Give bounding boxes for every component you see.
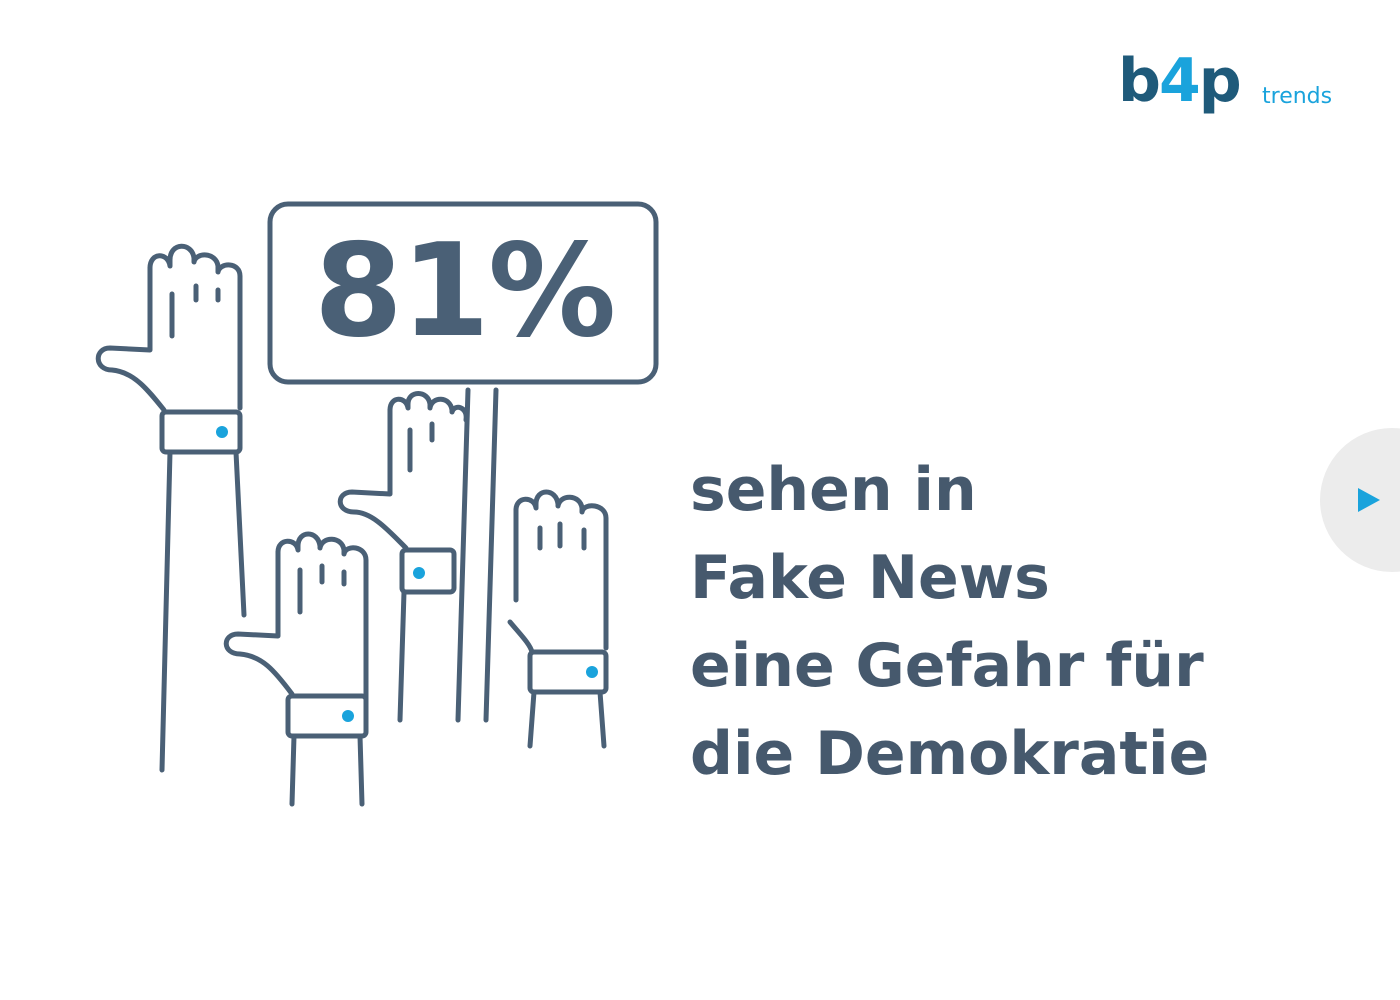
wristband-dot-2 bbox=[413, 567, 425, 579]
statement-line-3: eine Gefahr für bbox=[690, 631, 1204, 701]
logo-subtitle: trends bbox=[1262, 84, 1333, 109]
wristband-dot-1 bbox=[216, 426, 228, 438]
sign-board bbox=[267, 201, 659, 385]
stat-value: 81% bbox=[313, 217, 616, 366]
wristband-dot-3 bbox=[342, 710, 354, 722]
statement-line-2: Fake News bbox=[690, 543, 1050, 613]
brand-logo: b4p trends bbox=[1118, 46, 1348, 130]
sign-pole-right bbox=[483, 387, 499, 723]
hand-4 bbox=[507, 489, 609, 749]
sign-pole-left bbox=[455, 387, 471, 723]
hand-1 bbox=[95, 243, 247, 773]
next-slide-button[interactable] bbox=[1320, 428, 1400, 572]
statement-line-1: sehen in bbox=[690, 455, 977, 525]
hand-3 bbox=[223, 531, 369, 807]
statement-text: sehen in Fake News eine Gefahr für die D… bbox=[690, 446, 1310, 798]
wristband-dot-4 bbox=[586, 666, 598, 678]
hand-2 bbox=[337, 391, 469, 723]
statement-line-4: die Demokratie bbox=[690, 719, 1210, 789]
logo-wordmark: b4p bbox=[1118, 46, 1242, 116]
play-arrow-icon bbox=[1358, 488, 1380, 512]
raised-hands-illustration bbox=[95, 201, 659, 807]
